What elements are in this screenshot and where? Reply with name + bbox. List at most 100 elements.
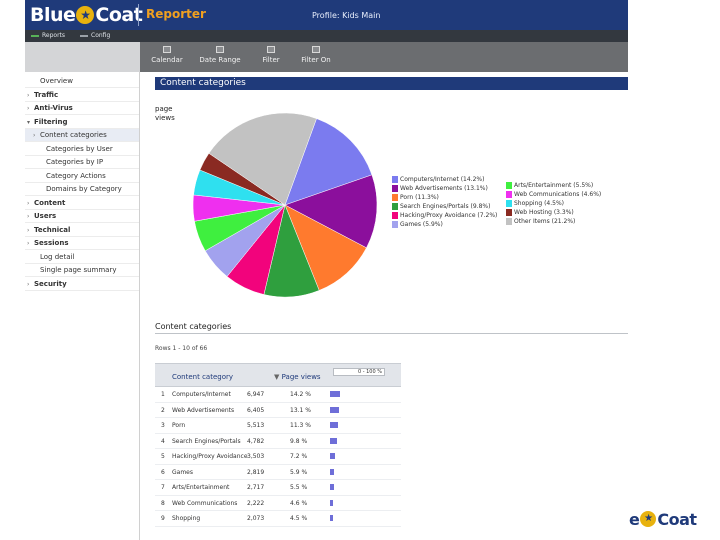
table-row[interactable]: 6 Games 2,819 5.9 % [155,465,401,480]
row-percent: 7.2 % [290,453,308,460]
row-category[interactable]: Computers/Internet [172,391,231,398]
sidebar-item-label: Single page summary [40,266,117,274]
row-page-views: 4,782 [247,437,265,445]
sidebar-item-label: Traffic [34,90,59,99]
sidebar-item-label: Categories by IP [46,158,104,166]
legend-item: Shopping (4.5%) [506,199,601,208]
table-row[interactable]: 3 Porn 5,513 11.3 % [155,418,401,434]
legend-swatch [392,185,398,192]
row-category[interactable]: Web Communications [172,499,238,507]
row-category[interactable]: Web Advertisements [172,406,235,414]
sidebar-item[interactable]: Categories by IP [25,156,139,169]
sidebar-item[interactable]: › Technical [25,224,139,237]
content-categories-pie-chart [192,112,378,298]
calendar-button[interactable]: Calendar [144,46,190,64]
row-category[interactable]: Games [172,468,193,476]
legend-swatch [506,191,512,198]
row-category[interactable]: Shopping [172,515,201,522]
legend-label: Other Items (21.2%) [514,218,576,225]
table-row[interactable]: 4 Search Engines/Portals 4,782 9.8 % [155,434,401,449]
row-rank: 6 [161,468,165,476]
sidebar-item[interactable]: › Sessions [25,237,139,250]
row-percent-bar [330,437,337,444]
table-row[interactable]: 7 Arts/Entertainment 2,717 5.5 % [155,480,401,496]
column-header-page-views-label: Page views [281,373,321,381]
row-category[interactable]: Porn [172,422,186,429]
legend-label: Search Engines/Portals (9.8%) [400,203,491,210]
corner-logo-text-right: Coat [657,509,697,529]
legend-item: Games (5.9%) [392,220,497,229]
sidebar-header [25,42,140,72]
pie-slice[interactable] [284,118,373,206]
filter-button[interactable]: Filter [248,46,294,64]
sidebar-item-label: Category Actions [46,171,106,180]
date-range-button[interactable]: Date Range [197,46,243,64]
legend-item: Computers/Internet (14.2%) [392,175,497,184]
chevron-right-icon: › [27,240,30,247]
sidebar-item-label: Sessions [34,239,69,247]
table-row[interactable]: 9 Shopping 2,073 4.5 % [155,511,401,527]
logo-text-left: Blue [30,4,76,26]
row-rank: 1 [161,391,165,398]
tab-config[interactable]: Config [80,32,110,39]
sidebar-item[interactable]: Overview [25,75,139,88]
row-percent: 4.5 % [290,515,308,522]
rows-info: Rows 1 - 10 of 66 [155,345,208,352]
sidebar-item[interactable]: Log detail [25,251,139,264]
sidebar-item[interactable]: Single page summary [25,264,139,277]
profile-name[interactable]: Profile: Kids Main [312,11,381,20]
legend-label: Web Advertisements (13.1%) [400,185,488,192]
page-title: Content categories [155,77,628,90]
sidebar-item[interactable]: ▾ Filtering [25,116,139,129]
corner-logo-star-icon: ★ [640,511,657,527]
sidebar-item[interactable]: Categories by User [25,143,139,156]
table-row[interactable]: 8 Web Communications 2,222 4.6 % [155,496,401,511]
tab-reports[interactable]: Reports [31,32,65,39]
legend-swatch [392,203,398,210]
sidebar-item[interactable]: Domains by Category [25,183,139,196]
row-category[interactable]: Hacking/Proxy Avoidance [172,453,248,460]
sidebar-item[interactable]: › Security [25,278,139,291]
legend-item: Porn (11.3%) [392,193,497,202]
sidebar-item[interactable]: › Anti-Virus [25,102,139,115]
sidebar-item-label: Content [34,198,66,207]
sidebar-item[interactable]: › Users [25,210,139,223]
chevron-right-icon: › [27,91,30,99]
sidebar-item[interactable]: › Traffic [25,89,139,102]
section-title: Content categories [155,322,232,331]
logo-star-icon: ★ [76,6,95,24]
date-range-icon [216,46,224,53]
date-range-label: Date Range [199,56,241,64]
legend-swatch [506,200,512,207]
sidebar-item-label: Overview [40,77,73,85]
pie-slice[interactable] [284,204,367,291]
table-row[interactable]: 2 Web Advertisements 6,405 13.1 % [155,403,401,418]
column-header-page-views[interactable]: ▼ Page views [274,373,321,381]
row-category[interactable]: Search Engines/Portals [172,437,241,445]
sidebar-item[interactable]: › Content [25,197,139,210]
table-row[interactable]: 1 Computers/Internet 6,947 14.2 % [155,387,401,403]
legend-label: Web Hosting (3.3%) [514,209,574,216]
legend-item: Other Items (21.2%) [506,217,601,226]
row-category[interactable]: Arts/Entertainment [172,484,230,491]
toolbar: Calendar Date Range Filter Filter On [140,42,628,72]
row-percent: 11.3 % [290,422,311,429]
row-page-views: 2,819 [247,468,265,476]
table-row[interactable]: 5 Hacking/Proxy Avoidance 3,503 7.2 % [155,449,401,465]
sidebar-item-label: Filtering [34,117,68,126]
sidebar-item[interactable]: Category Actions [25,170,139,183]
tab-config-label: Config [91,32,111,39]
sidebar-item[interactable]: › Content categories [25,129,139,142]
column-header-category[interactable]: Content category [172,373,234,381]
table-header: Content category ▼ Page views 0 - 100 % [155,363,401,387]
pie-slice[interactable] [208,112,317,206]
section-divider [155,333,628,334]
bluecoat-logo: Blue ★ Coat [30,3,143,27]
sort-down-icon: ▼ [274,373,280,381]
pie-slice[interactable] [284,174,378,249]
legend-swatch [506,182,512,189]
sidebar-item-label: Users [34,212,57,220]
pie-legend-left: Computers/Internet (14.2%) Web Advertisem… [392,175,497,229]
row-percent-bar [330,499,334,506]
filter-on-button[interactable]: Filter On [293,46,339,64]
